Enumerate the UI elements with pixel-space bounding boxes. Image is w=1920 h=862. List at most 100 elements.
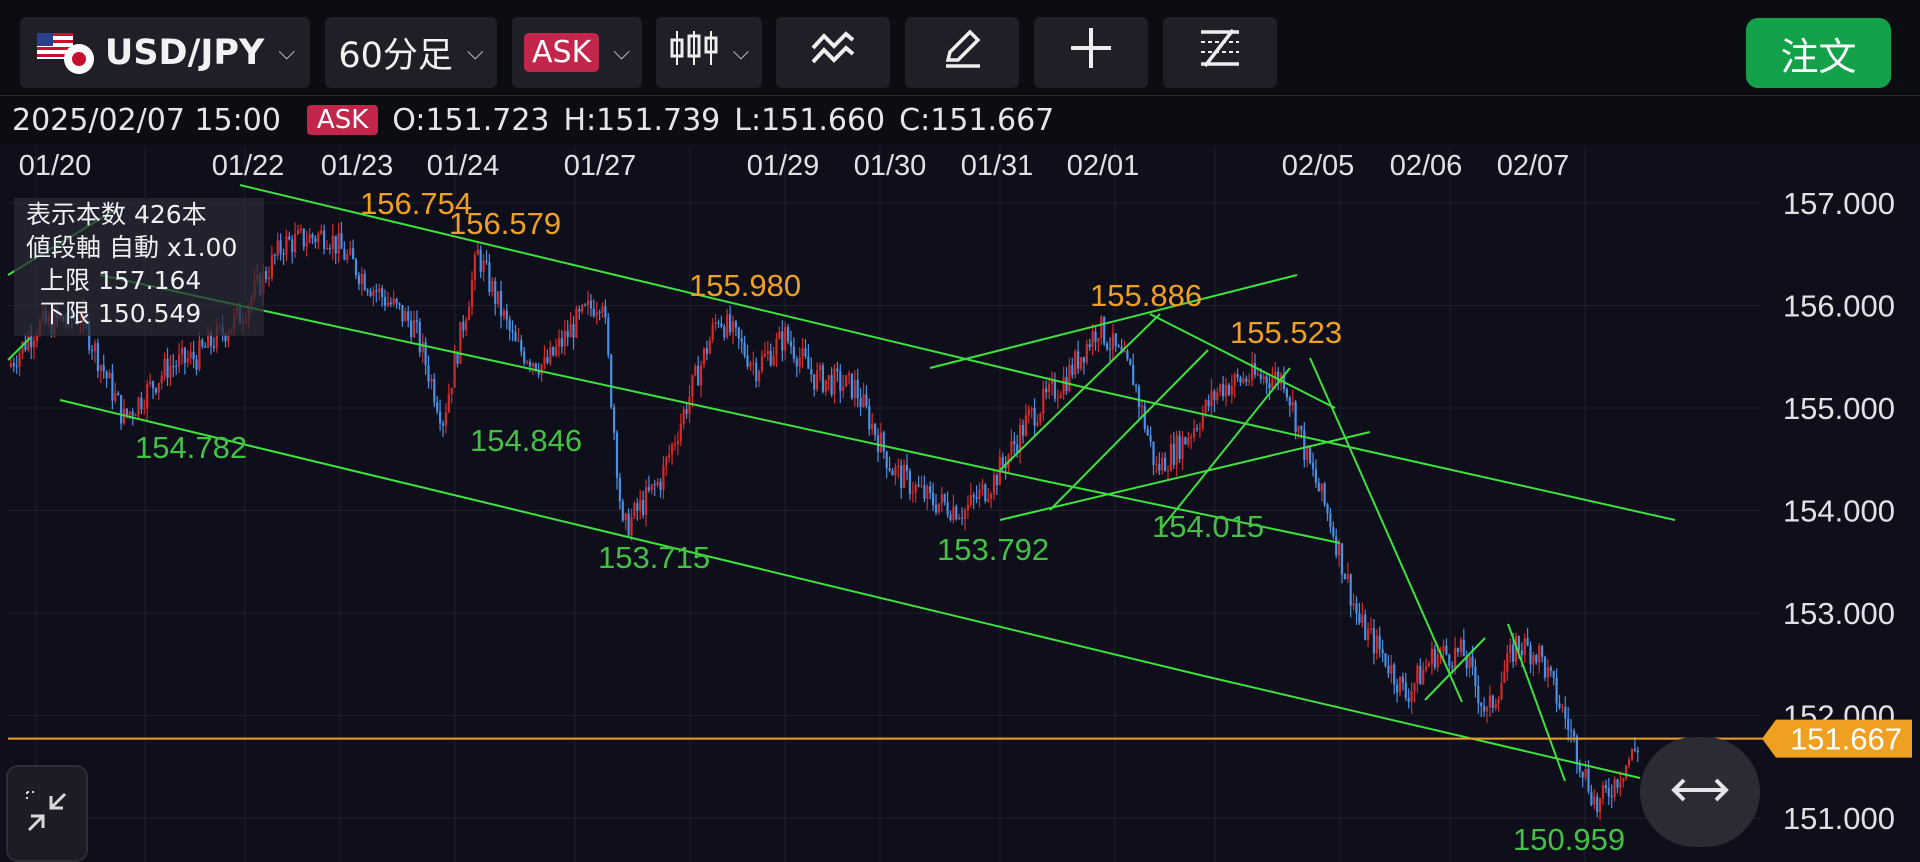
candle-body <box>903 465 906 488</box>
collapse-chart-button[interactable] <box>6 765 88 862</box>
candle-body <box>1033 408 1036 426</box>
candle-body <box>1340 543 1344 575</box>
low-price-label: 153.792 <box>937 532 1049 567</box>
candle-body <box>33 340 36 348</box>
candle-body <box>555 346 558 356</box>
candle-body <box>618 477 621 502</box>
candle-body <box>1207 400 1210 407</box>
candle-body <box>143 408 146 410</box>
candle-body <box>1285 389 1288 398</box>
settings-lines-icon <box>1197 26 1243 79</box>
drawing-button[interactable] <box>905 17 1019 88</box>
candle-body <box>894 466 897 476</box>
candle-body <box>560 338 563 347</box>
candle-body <box>453 352 456 388</box>
candle-body <box>160 375 163 383</box>
candle-body <box>679 423 682 441</box>
candle-body <box>178 354 181 367</box>
candle-body <box>816 370 819 390</box>
candle-body <box>1523 638 1526 655</box>
candle-body <box>1526 638 1529 646</box>
symbol-label: USD/JPY <box>104 32 265 73</box>
candle-body <box>1497 699 1500 704</box>
candle-body <box>642 499 645 515</box>
candle-body <box>708 340 711 354</box>
candle-body <box>1077 351 1080 369</box>
info-upper-limit: 上限 157.164 <box>40 266 202 295</box>
candle-body <box>1372 628 1375 654</box>
candle-body <box>459 321 462 364</box>
candle-body <box>1454 647 1457 668</box>
candle-body <box>1013 441 1016 445</box>
indicator-button[interactable] <box>776 17 890 88</box>
candle-body <box>343 248 346 260</box>
candle-body <box>929 486 932 493</box>
candle-body <box>1242 378 1245 383</box>
candle-body <box>1326 504 1329 514</box>
candle-body <box>305 242 308 247</box>
candle-body <box>963 510 967 519</box>
timeframe-selector[interactable]: 60分足 ⌵ <box>325 17 497 88</box>
candle-body <box>528 362 532 367</box>
candle-body <box>1248 380 1251 382</box>
candle-body <box>763 353 766 357</box>
candle-body <box>482 261 485 272</box>
low-price-label: 150.959 <box>1513 822 1625 857</box>
candle-body <box>676 440 679 444</box>
candle-body <box>830 375 833 395</box>
candle-body <box>995 475 998 486</box>
candle-body <box>668 454 671 458</box>
candle-body <box>1068 364 1071 391</box>
candle-body <box>920 485 923 487</box>
candle-body <box>566 331 569 338</box>
crosshair-button[interactable] <box>1034 17 1148 88</box>
candle-body <box>1346 574 1349 580</box>
candle-body <box>934 504 938 513</box>
candle-body <box>700 364 703 386</box>
candle-body <box>149 381 152 385</box>
price-side-selector[interactable]: ASK ⌵ <box>512 17 642 88</box>
candle-body <box>1306 447 1309 460</box>
candle-body <box>575 309 578 338</box>
candle-body <box>842 386 845 391</box>
candle-body <box>470 279 474 307</box>
candle-body <box>972 494 975 497</box>
candle-body <box>183 347 186 363</box>
candle-body <box>1210 391 1213 407</box>
chart-settings-button[interactable] <box>1163 17 1277 88</box>
candle-body <box>671 444 674 455</box>
candle-body <box>1332 527 1335 537</box>
candle-body <box>798 357 801 367</box>
price-tick-label: 153.000 <box>1783 596 1895 631</box>
scroll-reset-button[interactable] <box>1640 737 1760 847</box>
date-tick-label: 02/06 <box>1390 150 1463 182</box>
symbol-selector[interactable]: USD/JPY ⌵ <box>20 17 310 88</box>
candle-body <box>578 309 581 312</box>
candle-body <box>978 489 981 500</box>
candle-body <box>427 365 430 382</box>
trend-line <box>1049 349 1209 511</box>
candle-body <box>1224 384 1228 397</box>
candle-body <box>1567 718 1570 731</box>
candle-body <box>958 517 961 520</box>
candle-body <box>1004 464 1007 469</box>
candle-body <box>328 247 331 249</box>
candle-body <box>1172 443 1175 465</box>
candle-body <box>691 375 694 397</box>
candle-body <box>1358 613 1361 624</box>
date-tick-label: 01/29 <box>747 150 820 182</box>
trend-line <box>1159 367 1291 531</box>
candle-body <box>818 365 822 371</box>
candle-body <box>465 319 468 331</box>
chart-type-selector[interactable]: ⌵ <box>656 17 762 88</box>
candle-body <box>1158 464 1161 471</box>
candle-body <box>1381 649 1384 654</box>
high-price-label: 155.886 <box>1090 278 1202 313</box>
order-button[interactable]: 注文 <box>1746 18 1891 88</box>
candle-body <box>323 230 326 249</box>
candle-body <box>1535 655 1538 663</box>
candle-body <box>1019 425 1022 453</box>
candle-body <box>291 239 294 253</box>
candle-body <box>868 405 871 430</box>
